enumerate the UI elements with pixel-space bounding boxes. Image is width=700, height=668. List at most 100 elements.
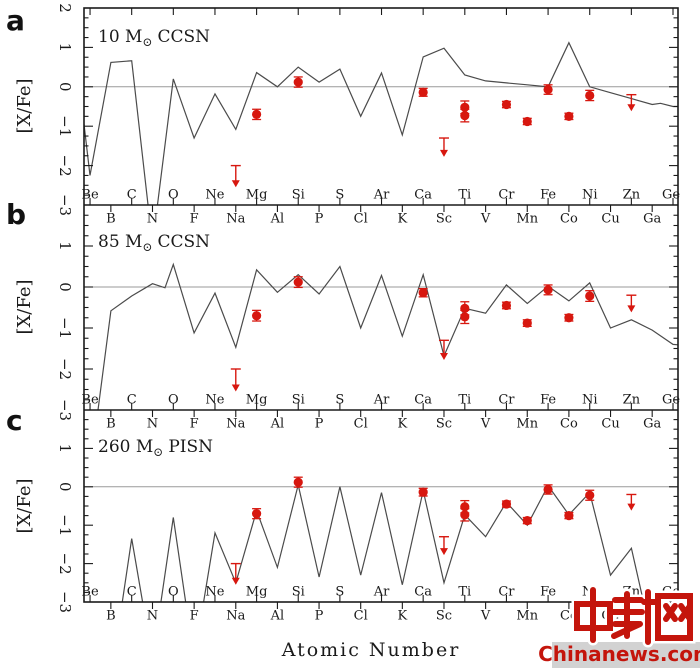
y-axis-label-a: [X/Fe] (14, 78, 35, 133)
element-label-Co: Co (560, 417, 578, 432)
upper-limit-Na (230, 562, 241, 585)
data-marker (293, 277, 303, 287)
element-label-Na: Na (226, 212, 245, 227)
element-label-K: K (397, 609, 407, 624)
limit-arrowhead (231, 180, 240, 188)
y-axis-label-c: [X/Fe] (14, 478, 35, 533)
panel-a-title-mass: 10 M (98, 27, 142, 47)
observed-point-Ni (585, 89, 595, 102)
limit-arrowhead (627, 305, 636, 313)
element-label-Mn: Mn (516, 417, 538, 432)
element-label-B: B (106, 417, 116, 432)
element-label-Ca: Ca (414, 393, 432, 408)
data-marker (522, 515, 532, 526)
observed-point-Ca (418, 87, 428, 97)
data-marker (522, 318, 532, 328)
element-label-Ti: Ti (458, 393, 471, 408)
data-marker (418, 87, 428, 97)
observed-point-Mg (251, 508, 262, 520)
upper-limit-Na (230, 164, 241, 188)
element-label-Ne: Ne (205, 393, 224, 408)
panel-a-ytick--1: −1 (56, 115, 74, 137)
cjk-wang-box (655, 593, 693, 641)
element-label-Fe: Fe (540, 585, 556, 600)
observed-point-Ti (460, 108, 470, 123)
element-label-Ge: Ge (662, 188, 680, 203)
element-label-C: C (127, 188, 137, 203)
limit-arrowhead (439, 149, 448, 157)
element-label-Be: Be (81, 393, 99, 408)
element-label-Cl: Cl (354, 212, 368, 227)
element-label-Co: Co (560, 212, 578, 227)
data-marker (418, 288, 428, 298)
panel-b-ytick--1: −1 (56, 317, 74, 339)
cjk-wang-crosses (663, 603, 693, 622)
observed-point-Ti (460, 508, 470, 522)
element-label-Sc: Sc (436, 609, 452, 624)
element-label-S: S (335, 393, 344, 408)
panel-c-title-mass: 260 M (98, 437, 153, 457)
panel-b-ytick-1: 1 (56, 241, 74, 251)
data-marker (543, 484, 553, 495)
element-label-Ar: Ar (373, 393, 390, 408)
element-label-Mg: Mg (246, 585, 268, 600)
limit-arrowhead (231, 384, 240, 392)
panel-a-title: 10 M⊙ CCSN (98, 27, 210, 49)
element-label-Ti: Ti (458, 188, 471, 203)
sun-symbol: ⊙ (153, 445, 163, 459)
panel-a-ytick-2: 2 (56, 3, 74, 13)
data-marker (501, 300, 512, 311)
observed-point-Mn (522, 515, 532, 526)
element-label-Cl: Cl (354, 609, 368, 624)
element-label-K: K (397, 417, 407, 432)
element-label-Ge: Ge (662, 393, 680, 408)
x-ticks-rail-1: Be C O Ne Mg Si S Ar Ca Ti Cr Fe Ni Zn Ge B N F Na Al P Cl K Sc… (81, 188, 680, 227)
panel-c-title-type: PISN (168, 437, 213, 457)
observed-point-Mn (522, 318, 532, 328)
element-label-Na: Na (226, 417, 245, 432)
panel-b-ytick-0: 0 (56, 282, 74, 292)
panel-b-ytick--2: −2 (56, 358, 74, 380)
element-label-V: V (480, 417, 491, 432)
element-label-Fe: Fe (540, 393, 556, 408)
observed-point-Co (564, 111, 574, 121)
panel-a-ytick--2: −2 (56, 155, 74, 177)
watermark-cjk-text: 中新网 (573, 593, 699, 642)
upper-limit-Zn (626, 294, 637, 313)
element-label-Ca: Ca (414, 188, 432, 203)
element-label-Cr: Cr (498, 188, 515, 203)
element-label-Ga: Ga (643, 212, 661, 227)
watermark-strokes (574, 587, 693, 645)
element-label-Be: Be (81, 585, 99, 600)
data-marker (564, 111, 574, 121)
upper-limit-Sc (438, 339, 449, 360)
element-label-Mg: Mg (246, 188, 268, 203)
panel-c-ytick--3: −3 (56, 591, 74, 613)
element-label-Sc: Sc (436, 212, 452, 227)
element-label-S: S (335, 585, 344, 600)
element-label-O: O (168, 393, 179, 408)
panel-letter-c: c (6, 404, 23, 437)
observed-point-Fe (543, 484, 553, 495)
panel-c-ytick--1: −1 (56, 514, 74, 536)
observed-point-Ni (585, 290, 595, 303)
observed-point-Cr (501, 99, 512, 110)
observed-point-Mg (251, 309, 262, 322)
element-label-Ga: Ga (643, 417, 661, 432)
watermark-site-text: Chinanews.com (538, 642, 700, 666)
limit-arrowhead (231, 577, 240, 585)
watermark: 中新网 Chinanews.com (538, 584, 700, 668)
element-label-C: C (127, 393, 137, 408)
observed-point-Ca (418, 487, 428, 497)
upper-limit-Sc (438, 536, 449, 556)
data-marker (460, 510, 470, 520)
observed-point-Ca (418, 287, 428, 298)
element-label-Ti: Ti (458, 585, 471, 600)
panel-c-title: 260 M⊙ PISN (98, 437, 213, 459)
panel-letter-b: b (6, 198, 26, 231)
panel-c-ytick--2: −2 (56, 553, 74, 575)
element-label-F: F (190, 609, 199, 624)
panel-c-ytick-1: 1 (56, 444, 74, 454)
element-label-Si: Si (292, 393, 305, 408)
